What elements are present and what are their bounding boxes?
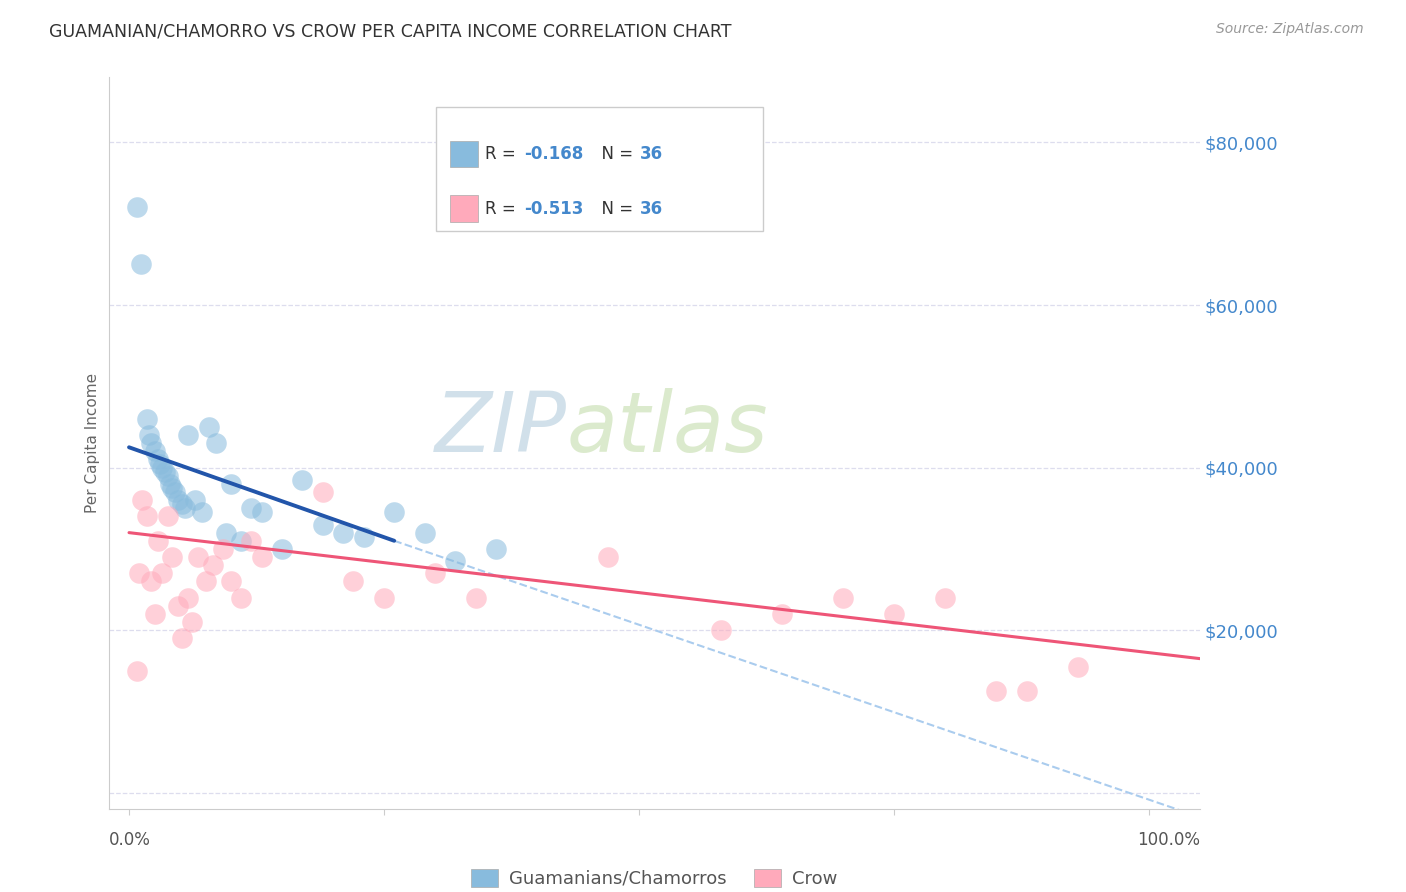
Point: [141, 436, 163, 450]
Point: [194, 574, 217, 589]
Point: [143, 444, 166, 458]
Point: [138, 428, 160, 442]
Point: [291, 473, 314, 487]
Point: [127, 664, 149, 678]
Text: N =: N =: [591, 200, 638, 218]
Legend: Guamanians/Chamorros, Crow: Guamanians/Chamorros, Crow: [464, 862, 845, 892]
Point: [984, 684, 1007, 698]
Point: [129, 257, 152, 271]
Point: [187, 549, 209, 564]
Point: [177, 428, 200, 442]
Point: [423, 566, 446, 581]
Point: [170, 632, 193, 646]
Text: -0.513: -0.513: [524, 200, 583, 218]
Text: ZIP: ZIP: [434, 388, 567, 469]
Point: [160, 481, 183, 495]
Point: [231, 591, 253, 605]
Point: [146, 452, 169, 467]
Point: [156, 468, 179, 483]
Point: [382, 505, 405, 519]
Point: [240, 501, 263, 516]
Point: [153, 465, 176, 479]
Text: -0.168: -0.168: [524, 145, 583, 163]
Point: [191, 505, 214, 519]
Point: [136, 509, 159, 524]
Point: [219, 574, 242, 589]
Point: [770, 607, 793, 621]
Point: [127, 201, 149, 215]
Point: [1015, 684, 1038, 698]
Point: [160, 549, 183, 564]
Point: [485, 541, 508, 556]
Text: 36: 36: [640, 200, 664, 218]
Point: [204, 436, 226, 450]
Point: [131, 493, 153, 508]
Text: Source: ZipAtlas.com: Source: ZipAtlas.com: [1216, 22, 1364, 37]
Point: [150, 566, 173, 581]
Text: R =: R =: [485, 145, 522, 163]
Point: [250, 505, 273, 519]
Text: atlas: atlas: [567, 388, 769, 469]
Point: [128, 566, 150, 581]
Point: [219, 476, 242, 491]
Point: [240, 533, 263, 548]
Point: [156, 509, 179, 524]
Point: [353, 530, 375, 544]
Point: [141, 574, 163, 589]
Point: [709, 623, 731, 637]
Point: [312, 517, 335, 532]
Text: N =: N =: [591, 145, 638, 163]
Point: [464, 591, 486, 605]
Text: 0.0%: 0.0%: [108, 831, 150, 849]
Text: GUAMANIAN/CHAMORRO VS CROW PER CAPITA INCOME CORRELATION CHART: GUAMANIAN/CHAMORRO VS CROW PER CAPITA IN…: [49, 22, 731, 40]
Point: [373, 591, 395, 605]
Point: [598, 549, 620, 564]
Point: [150, 460, 173, 475]
Point: [167, 493, 190, 508]
Text: 36: 36: [640, 145, 664, 163]
Point: [136, 412, 159, 426]
Point: [231, 533, 253, 548]
Point: [170, 497, 193, 511]
Point: [444, 554, 467, 568]
Point: [184, 493, 207, 508]
Point: [250, 549, 273, 564]
Point: [934, 591, 956, 605]
Point: [212, 541, 235, 556]
Point: [159, 476, 181, 491]
Point: [215, 525, 238, 540]
Point: [342, 574, 364, 589]
Y-axis label: Per Capita Income: Per Capita Income: [86, 373, 100, 513]
Point: [201, 558, 224, 573]
Point: [167, 599, 190, 613]
Point: [1066, 659, 1088, 673]
Point: [146, 533, 169, 548]
Point: [149, 457, 172, 471]
Point: [143, 607, 166, 621]
Text: R =: R =: [485, 200, 522, 218]
Point: [832, 591, 855, 605]
Point: [177, 591, 200, 605]
Point: [271, 541, 294, 556]
Point: [181, 615, 204, 629]
Point: [163, 485, 186, 500]
Point: [413, 525, 436, 540]
Point: [312, 485, 335, 500]
Point: [883, 607, 905, 621]
Point: [197, 420, 219, 434]
Point: [332, 525, 354, 540]
Text: 100.0%: 100.0%: [1137, 831, 1199, 849]
Point: [174, 501, 197, 516]
